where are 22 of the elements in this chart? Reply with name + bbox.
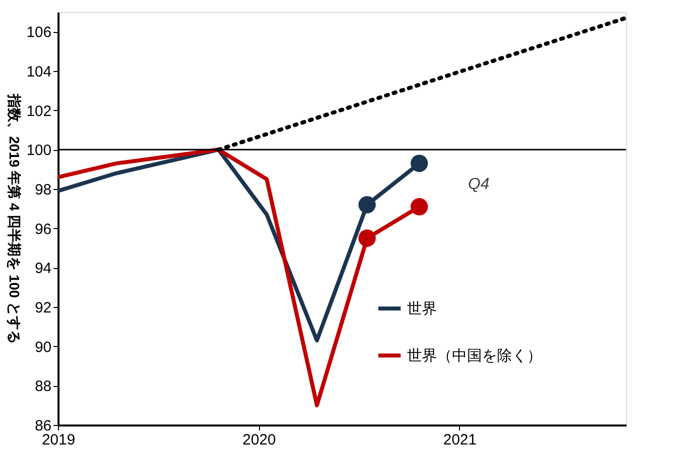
point	[358, 196, 376, 214]
point	[410, 154, 428, 172]
y-tick-label: 90	[34, 338, 52, 356]
y-tick-label: 88	[34, 378, 52, 396]
point	[410, 198, 428, 216]
x-tick-label: 2021	[443, 432, 477, 448]
y-tick-label: 102	[26, 102, 52, 120]
y-tick-label: 98	[34, 182, 52, 198]
point	[358, 230, 376, 247]
legend-label: 世界	[407, 300, 437, 318]
annotation: Q4	[468, 176, 490, 193]
legend-label: 世界（中国を除く）	[407, 348, 542, 364]
y-tick-label: 106	[26, 24, 52, 42]
y-tick-label: 104	[26, 64, 52, 80]
y-axis-title: 指数、2019 年第 4 四半期を 100 とする	[6, 93, 22, 344]
x-tick-label: 2019	[42, 432, 76, 448]
y-tick-label: 94	[34, 260, 52, 278]
x-tick-label: 2020	[242, 432, 276, 448]
y-tick-label: 100	[26, 142, 52, 160]
y-tick-label: 92	[34, 300, 52, 316]
y-tick-label: 96	[34, 220, 52, 238]
y-tick-label: 86	[34, 418, 52, 434]
